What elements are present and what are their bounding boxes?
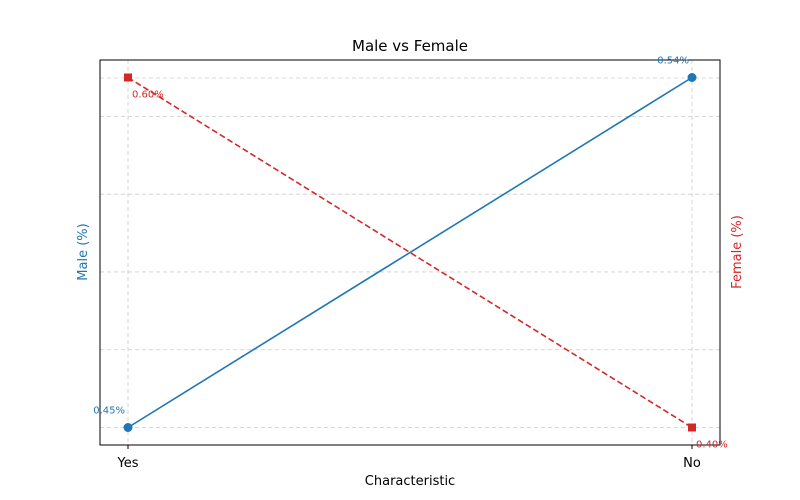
- x-tick-label-yes: Yes: [117, 456, 139, 471]
- series-group: 0.45% 0.54% 0.60% 0.40%: [93, 56, 728, 451]
- series-1-label-0: 0.60%: [132, 90, 164, 101]
- series-line-0: [127, 76, 693, 429]
- series-0-point-0: [123, 423, 133, 432]
- x-axis-ticks: Yes No: [117, 445, 701, 471]
- series-1-label-1: 0.40%: [696, 440, 728, 451]
- x-axis-label: Characteristic: [365, 474, 455, 489]
- series-1-point-0: [124, 73, 132, 82]
- chart-title: Male vs Female: [352, 37, 468, 55]
- gridlines: [100, 60, 720, 445]
- series-1-point-1: [688, 423, 696, 432]
- series-0-point-1: [687, 73, 697, 82]
- series-0-label-1: 0.54%: [657, 56, 689, 67]
- plot-frame: [99, 59, 721, 446]
- x-tick-label-no: No: [683, 456, 701, 471]
- series-0-label-0: 0.45%: [93, 406, 125, 417]
- series-line-1: [127, 76, 693, 429]
- left-y-axis-label: Male (%): [76, 223, 91, 280]
- right-y-axis-label: Female (%): [730, 215, 745, 289]
